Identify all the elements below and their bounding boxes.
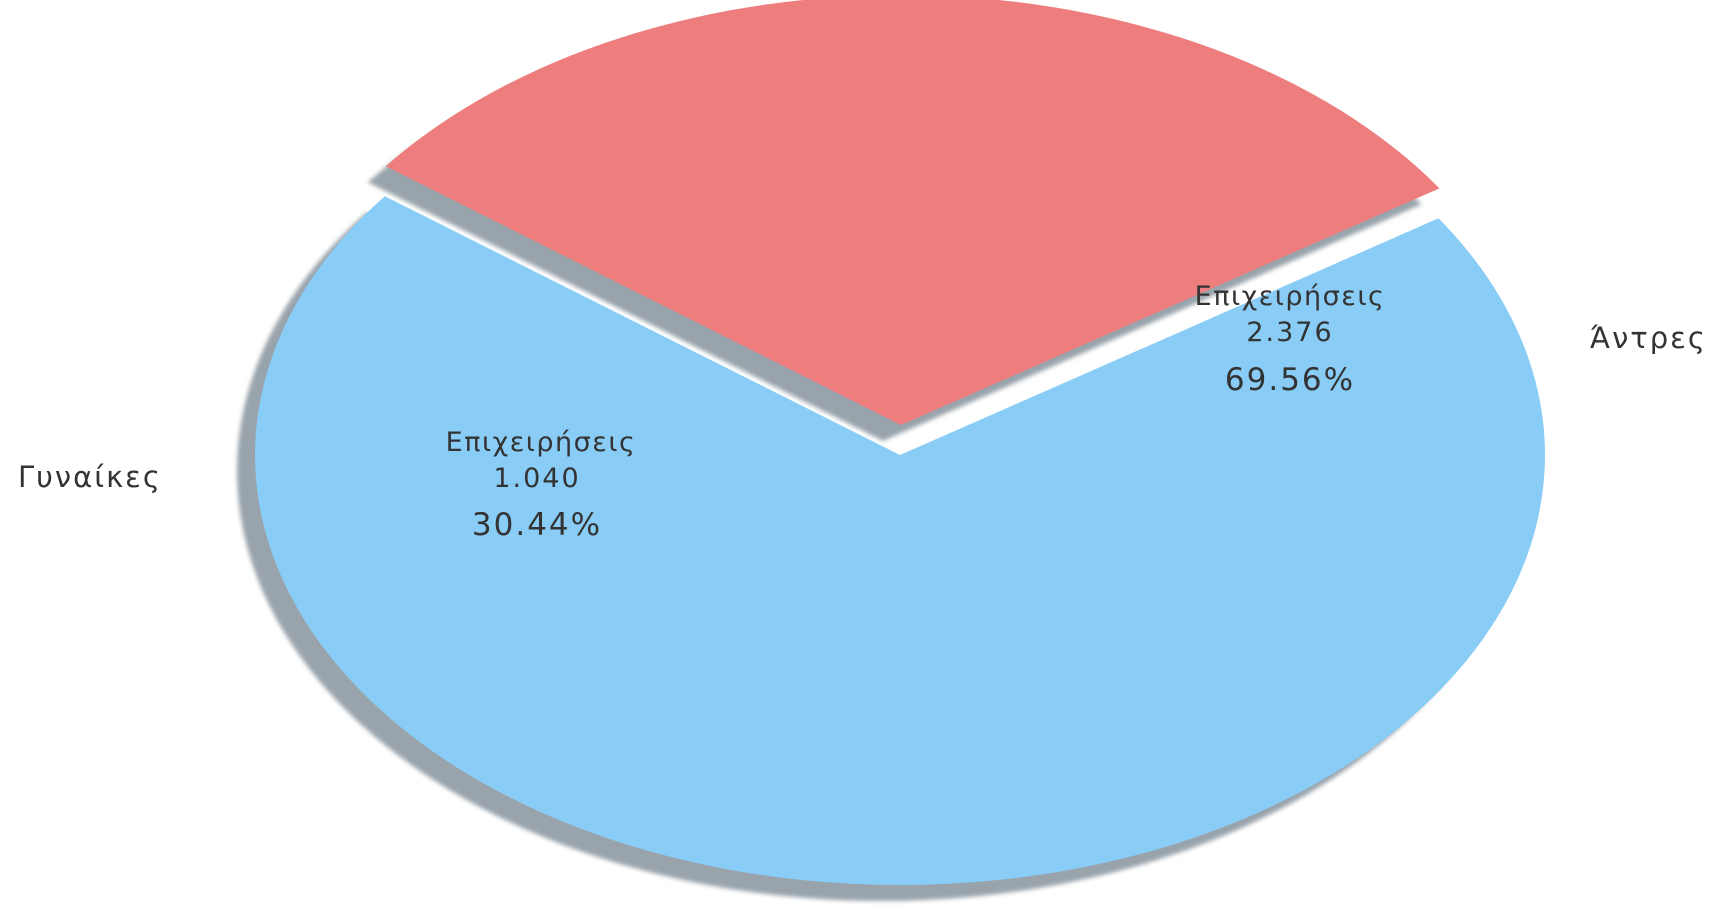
slice-label-women: Επιχειρήσεις 1.040 30.44%	[446, 427, 637, 543]
slice-label-men-value: 2.376	[1246, 317, 1333, 348]
pie-slices	[255, 0, 1545, 885]
slice-label-women-percent: 30.44%	[472, 507, 602, 543]
pie-slice-women	[385, 0, 1440, 426]
slice-label-men-series: Επιχειρήσεις	[1195, 281, 1386, 312]
category-label-men: Άντρες	[1590, 321, 1707, 355]
category-label-women: Γυναίκες	[18, 460, 162, 494]
slice-label-women-value: 1.040	[493, 463, 580, 494]
slice-label-men: Επιχειρήσεις 2.376 69.56%	[1195, 281, 1386, 398]
slice-label-men-percent: 69.56%	[1225, 362, 1355, 398]
slice-label-women-series: Επιχειρήσεις	[446, 427, 637, 458]
pie-slice-men	[255, 196, 1545, 885]
